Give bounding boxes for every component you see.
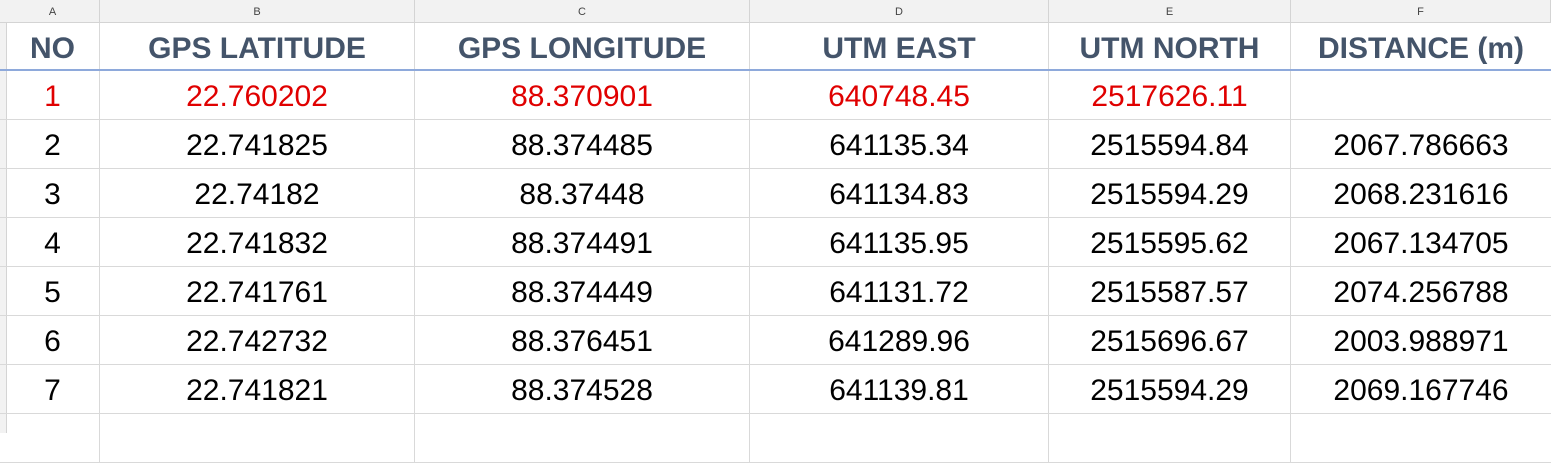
header-cell-gps-latitude[interactable]: GPS LATITUDE [100, 23, 415, 69]
cell-utm-north[interactable]: 2517626.11 [1049, 71, 1291, 119]
cell-utm-east[interactable]: 640748.45 [750, 71, 1049, 119]
cell-distance[interactable]: 2003.988971 [1333, 325, 1509, 358]
table-header-row: NO GPS LATITUDE GPS LONGITUDE UTM EAST U… [0, 23, 1551, 71]
cell-gps-latitude[interactable]: 22.741825 [100, 120, 415, 168]
cell-gps-latitude[interactable]: 22.760202 [100, 71, 415, 119]
header-cell-distance[interactable]: DISTANCE (m) [1317, 32, 1525, 65]
cell-gps-longitude[interactable]: 88.376451 [415, 316, 750, 364]
column-header-c[interactable]: C [415, 0, 750, 22]
cell-gps-latitude[interactable]: 22.742732 [100, 316, 415, 364]
cell-gps-longitude[interactable]: 88.374491 [415, 218, 750, 266]
cell-no[interactable]: 1 [6, 71, 100, 119]
empty-cell[interactable] [6, 414, 100, 462]
table-row: 6 22.742732 88.376451 641289.96 2515696.… [0, 316, 1551, 365]
cell-no[interactable]: 7 [6, 365, 100, 413]
cell-utm-north[interactable]: 2515587.57 [1049, 267, 1291, 315]
empty-cell[interactable] [1049, 414, 1291, 462]
cell-utm-north[interactable]: 2515594.29 [1049, 169, 1291, 217]
column-header-b[interactable]: B [100, 0, 415, 22]
empty-cell[interactable] [1291, 414, 1551, 462]
cell-distance[interactable]: 2067.134705 [1333, 227, 1509, 260]
table-row: 2 22.741825 88.374485 641135.34 2515594.… [0, 120, 1551, 169]
row-header-gutter[interactable] [0, 23, 7, 433]
cell-gps-latitude[interactable]: 22.74182 [100, 169, 415, 217]
header-cell-utm-east[interactable]: UTM EAST [750, 23, 1049, 69]
cell-no[interactable]: 3 [6, 169, 100, 217]
cell-utm-east[interactable]: 641139.81 [750, 365, 1049, 413]
cell-gps-latitude[interactable]: 22.741832 [100, 218, 415, 266]
empty-cell[interactable] [415, 414, 750, 462]
cell-grid: NO GPS LATITUDE GPS LONGITUDE UTM EAST U… [0, 23, 1551, 463]
header-cell-no[interactable]: NO [6, 23, 100, 69]
header-cell-gps-longitude[interactable]: GPS LONGITUDE [415, 23, 750, 69]
table-row: 7 22.741821 88.374528 641139.81 2515594.… [0, 365, 1551, 414]
column-header-f[interactable]: F [1291, 0, 1551, 22]
cell-utm-east[interactable]: 641135.34 [750, 120, 1049, 168]
table-row: 4 22.741832 88.374491 641135.95 2515595.… [0, 218, 1551, 267]
cell-utm-east[interactable]: 641131.72 [750, 267, 1049, 315]
empty-cell[interactable] [100, 414, 415, 462]
cell-gps-longitude[interactable]: 88.374449 [415, 267, 750, 315]
cell-utm-north[interactable]: 2515594.84 [1049, 120, 1291, 168]
table-row: 5 22.741761 88.374449 641131.72 2515587.… [0, 267, 1551, 316]
cell-utm-north[interactable]: 2515594.29 [1049, 365, 1291, 413]
cell-distance[interactable] [1291, 71, 1551, 119]
header-cell-utm-north[interactable]: UTM NORTH [1049, 23, 1291, 69]
cell-no[interactable]: 5 [6, 267, 100, 315]
cell-gps-latitude[interactable]: 22.741761 [100, 267, 415, 315]
cell-distance[interactable]: 2069.167746 [1333, 374, 1509, 407]
cell-gps-longitude[interactable]: 88.37448 [415, 169, 750, 217]
cell-distance[interactable]: 2067.786663 [1333, 129, 1509, 162]
cell-gps-longitude[interactable]: 88.374485 [415, 120, 750, 168]
cell-no[interactable]: 2 [6, 120, 100, 168]
cell-gps-latitude[interactable]: 22.741821 [100, 365, 415, 413]
empty-cell[interactable] [750, 414, 1049, 462]
column-header-e[interactable]: E [1049, 0, 1291, 22]
cell-utm-north[interactable]: 2515595.62 [1049, 218, 1291, 266]
column-header-a[interactable]: A [6, 0, 100, 22]
cell-distance[interactable]: 2068.231616 [1333, 178, 1509, 211]
cell-distance[interactable]: 2074.256788 [1333, 276, 1509, 309]
cell-gps-longitude[interactable]: 88.370901 [415, 71, 750, 119]
cell-utm-east[interactable]: 641289.96 [750, 316, 1049, 364]
cell-no[interactable]: 4 [6, 218, 100, 266]
cell-utm-east[interactable]: 641135.95 [750, 218, 1049, 266]
cell-gps-longitude[interactable]: 88.374528 [415, 365, 750, 413]
column-header-d[interactable]: D [750, 0, 1049, 22]
cell-no[interactable]: 6 [6, 316, 100, 364]
cell-utm-north[interactable]: 2515696.67 [1049, 316, 1291, 364]
column-header-bar: A B C D E F [0, 0, 1551, 23]
table-row: 1 22.760202 88.370901 640748.45 2517626.… [0, 71, 1551, 120]
empty-row [0, 414, 1551, 463]
cell-utm-east[interactable]: 641134.83 [750, 169, 1049, 217]
table-row: 3 22.74182 88.37448 641134.83 2515594.29… [0, 169, 1551, 218]
